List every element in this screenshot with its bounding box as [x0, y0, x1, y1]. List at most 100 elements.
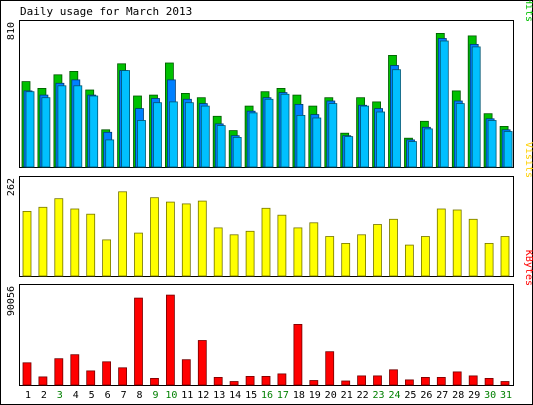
- bar-kbytes-day-5: [86, 370, 96, 386]
- bar-pages-day-23: [376, 111, 386, 168]
- bar-pages-day-14: [232, 136, 242, 168]
- bar-visits-day-4: [70, 208, 80, 277]
- panel-frame: [19, 176, 514, 277]
- bar-pages-day-2: [41, 97, 51, 168]
- bar-pages-day-28: [455, 103, 465, 168]
- x-tick-label-day-13: 13: [213, 390, 225, 401]
- x-tick-label-day-28: 28: [452, 390, 464, 401]
- bar-kbytes-day-1: [22, 362, 32, 386]
- chart-panels: 810 Pages/Files/Hits 262 Visits 90056 KBytes: [6, 0, 533, 386]
- bar-kbytes-day-31: [500, 381, 510, 386]
- bar-pages-day-15: [248, 112, 258, 168]
- x-tick-label-day-25: 25: [404, 390, 416, 401]
- bar-visits-day-17: [277, 214, 287, 277]
- bar-visits-day-12: [197, 200, 207, 277]
- bar-visits-day-9: [150, 197, 159, 277]
- bar-kbytes-day-9: [150, 377, 159, 386]
- bar-kbytes-day-10: [165, 294, 175, 386]
- bar-visits-day-11: [181, 203, 191, 277]
- x-tick-label-day-18: 18: [293, 390, 305, 401]
- bar-visits-day-24: [389, 218, 398, 277]
- bar-pages-day-20: [328, 103, 338, 168]
- bar-visits-day-30: [484, 242, 494, 277]
- bar-kbytes-day-2: [38, 376, 48, 386]
- x-tick-label-day-4: 4: [73, 390, 79, 401]
- x-tick-label-day-24: 24: [388, 390, 400, 401]
- bar-visits-day-25: [404, 244, 414, 277]
- bar-pages-day-27: [439, 40, 449, 168]
- bar-visits-day-7: [118, 191, 127, 277]
- x-tick-label-day-10: 10: [165, 390, 177, 401]
- bar-kbytes-day-22: [357, 375, 367, 386]
- bar-visits-day-16: [261, 207, 271, 277]
- bar-kbytes-day-28: [452, 371, 462, 386]
- x-tick-label-day-15: 15: [245, 390, 257, 401]
- bar-visits-day-5: [86, 213, 96, 277]
- bar-pages-day-19: [312, 117, 322, 168]
- bar-pages-day-7: [121, 70, 130, 168]
- series-legend-label: Pages/Files/Hits: [523, 0, 533, 22]
- bar-visits-day-27: [436, 208, 446, 277]
- bar-pages-day-31: [503, 131, 513, 168]
- bar-pages-day-30: [487, 120, 497, 168]
- x-tick-label-day-17: 17: [277, 390, 289, 401]
- bar-visits-day-18: [293, 227, 303, 277]
- bar-visits-day-6: [102, 239, 111, 277]
- bar-kbytes-day-24: [389, 369, 398, 386]
- panel-visits: 262 Visits: [6, 142, 533, 277]
- x-tick-label-day-12: 12: [197, 390, 209, 401]
- x-tick-label-day-8: 8: [136, 390, 142, 401]
- series-kbytes: [22, 294, 510, 386]
- bar-pages-day-13: [216, 125, 226, 168]
- y-tick-label: 262: [6, 178, 17, 196]
- bar-kbytes-day-26: [420, 376, 430, 386]
- bar-pages-day-18: [296, 115, 306, 168]
- bar-kbytes-day-14: [229, 381, 239, 386]
- bar-kbytes-day-7: [118, 367, 127, 386]
- series-visits: [22, 191, 510, 277]
- bar-pages-day-26: [423, 128, 433, 168]
- bar-visits-day-8: [134, 232, 143, 277]
- bar-pages-day-21: [344, 136, 354, 168]
- bar-kbytes-day-15: [245, 375, 255, 386]
- bar-pages-day-29: [471, 46, 481, 168]
- bar-kbytes-day-18: [293, 323, 303, 386]
- x-tick-label-day-19: 19: [309, 390, 321, 401]
- bar-kbytes-day-29: [468, 375, 478, 386]
- bar-visits-day-3: [54, 198, 64, 277]
- x-tick-label-day-7: 7: [121, 390, 127, 401]
- bar-visits-day-28: [452, 209, 462, 277]
- bar-pages-day-3: [57, 85, 67, 168]
- bar-pages-day-22: [360, 105, 370, 168]
- series-legend-label: Visits: [523, 142, 533, 178]
- y-tick-label: 810: [6, 22, 17, 40]
- bar-visits-day-10: [165, 201, 175, 277]
- bar-kbytes-day-21: [341, 380, 351, 386]
- bar-kbytes-day-19: [309, 380, 319, 386]
- bar-pages-day-1: [25, 91, 35, 168]
- x-tick-label-day-31: 31: [500, 390, 512, 401]
- bar-visits-day-19: [309, 222, 319, 277]
- x-tick-label-day-9: 9: [152, 390, 158, 401]
- panel-pages-files-hits: 810 Pages/Files/Hits: [6, 0, 533, 168]
- x-tick-label-day-21: 21: [341, 390, 353, 401]
- panel-kbytes: 90056 KBytes: [6, 250, 533, 386]
- x-tick-label-day-2: 2: [41, 390, 47, 401]
- x-tick-label-day-27: 27: [436, 390, 448, 401]
- x-tick-label-day-30: 30: [484, 390, 496, 401]
- bar-kbytes-day-8: [134, 297, 143, 386]
- x-tick-label-day-5: 5: [89, 390, 95, 401]
- bar-kbytes-day-11: [181, 359, 191, 386]
- x-tick-label-day-26: 26: [420, 390, 432, 401]
- bar-kbytes-day-23: [373, 375, 382, 386]
- bar-pages-day-24: [392, 69, 401, 168]
- chart-title: Daily usage for March 2013: [20, 5, 192, 18]
- x-tick-label-day-29: 29: [468, 390, 480, 401]
- bar-visits-day-21: [341, 242, 351, 277]
- bar-kbytes-day-30: [484, 377, 494, 386]
- x-tick-label-day-16: 16: [261, 390, 273, 401]
- bar-visits-day-22: [357, 234, 367, 277]
- bar-kbytes-day-6: [102, 361, 111, 386]
- bar-kbytes-day-25: [404, 379, 414, 386]
